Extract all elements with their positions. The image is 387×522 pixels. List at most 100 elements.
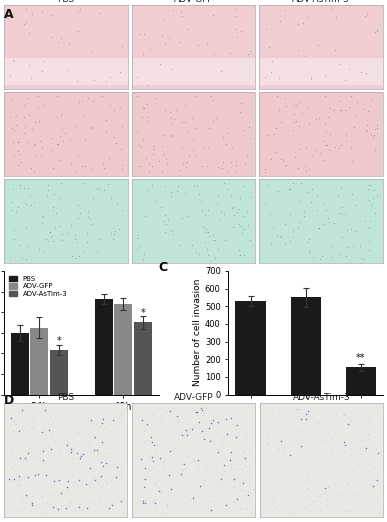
Point [181,460,187,468]
Point [79,476,85,484]
Point [282,94,288,102]
Point [163,159,170,167]
Point [354,460,361,468]
Point [72,235,78,243]
Point [208,407,214,416]
Point [21,462,27,470]
Point [76,252,82,260]
Point [213,114,219,122]
Point [233,11,240,20]
Point [366,224,373,232]
Point [164,426,170,435]
Point [308,435,314,444]
Point [140,255,146,263]
Point [87,123,94,131]
Point [55,140,62,148]
Point [97,473,103,481]
Point [200,476,207,484]
Point [154,455,161,464]
Point [16,477,22,485]
Point [34,470,41,478]
Point [91,486,98,494]
Point [151,441,157,449]
Point [296,122,302,130]
Text: A: A [4,8,14,21]
Legend: PBS, ADV-GFP, ADV-AsTim-3: PBS, ADV-GFP, ADV-AsTim-3 [7,275,69,298]
Point [58,34,64,42]
Point [73,413,79,421]
Point [64,482,70,491]
Point [149,181,155,189]
Point [108,229,114,238]
Point [154,441,160,449]
Point [228,448,234,456]
Point [100,410,106,418]
Point [201,405,207,413]
Point [314,191,320,199]
Point [361,105,367,114]
Point [327,104,333,112]
Point [242,454,248,462]
Point [358,486,364,494]
Point [160,131,166,139]
Point [26,29,32,37]
Point [322,484,329,492]
Point [77,455,84,463]
Point [141,250,147,258]
Point [104,453,110,461]
Point [69,444,75,452]
Point [305,507,311,515]
Point [372,125,378,134]
Point [210,11,216,19]
Point [317,506,323,515]
Point [169,227,175,235]
Point [85,438,91,447]
Point [340,410,346,419]
Point [57,431,63,440]
Point [135,162,142,170]
Point [235,245,241,254]
Point [262,199,268,207]
Point [364,9,370,18]
Point [149,162,156,170]
Point [106,462,112,471]
Point [370,482,376,490]
Point [153,445,159,453]
Point [207,497,213,506]
Point [140,135,146,144]
Point [246,462,252,471]
Point [290,233,296,241]
Point [352,420,358,429]
Point [305,104,311,112]
Point [374,26,380,34]
Point [136,412,142,420]
Point [184,158,190,166]
Point [295,405,301,413]
Point [146,168,152,176]
Point [202,466,209,474]
Point [336,491,342,500]
Point [31,140,38,149]
Point [346,103,352,112]
Point [119,165,125,173]
Point [190,494,196,502]
Point [39,66,45,75]
Point [100,461,106,470]
Point [297,218,303,226]
Point [336,480,342,488]
Point [325,482,331,491]
Point [358,411,364,420]
Point [163,500,170,508]
Point [315,479,321,488]
Point [200,411,206,419]
Point [343,506,349,515]
Point [183,473,190,481]
Point [31,198,37,206]
Point [332,46,338,54]
Point [103,431,109,440]
Point [238,27,244,35]
Point [306,474,312,483]
Point [267,410,274,418]
Bar [346,367,376,395]
Point [334,465,341,473]
